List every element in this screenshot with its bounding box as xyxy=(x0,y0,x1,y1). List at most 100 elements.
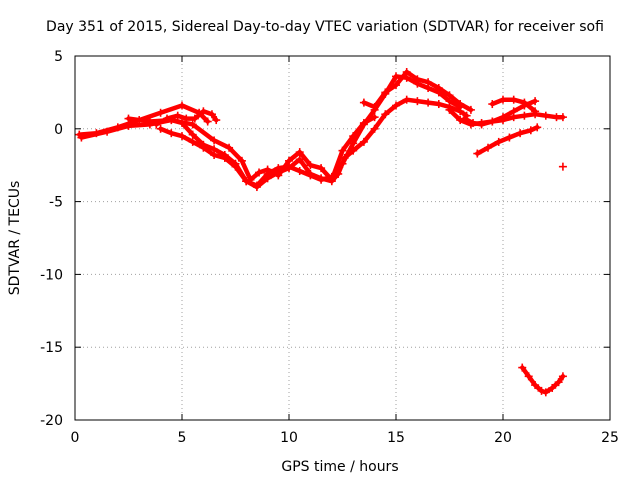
data-point-arc-2 xyxy=(225,143,234,152)
data-point-arc-5 xyxy=(190,114,199,123)
data-point-arc-10 xyxy=(473,149,482,158)
x-tick-label: 5 xyxy=(178,430,187,446)
data-point-arc-5 xyxy=(182,114,191,123)
series-trace-arc-10 xyxy=(475,125,540,156)
x-tick-label: 25 xyxy=(601,430,619,446)
data-point-arc-6 xyxy=(424,78,433,87)
x-tick-label: 10 xyxy=(280,430,298,446)
data-point-arc-1 xyxy=(178,101,186,110)
data-point-arc-4 xyxy=(167,129,176,138)
data-point-arc-4 xyxy=(392,72,400,81)
data-point-arc-10 xyxy=(526,126,535,135)
data-point-arc-4 xyxy=(306,171,315,180)
data-point-arc-10 xyxy=(505,133,514,142)
data-point-arc-11 xyxy=(558,162,567,171)
data-point-arc-3 xyxy=(145,117,154,126)
data-point-arc-12 xyxy=(537,386,546,395)
data-point-arc-2 xyxy=(188,120,197,129)
data-point-arc-2 xyxy=(317,164,326,173)
data-point-arc-3 xyxy=(392,101,400,110)
data-point-arc-4 xyxy=(199,143,208,152)
data-point-arc-4 xyxy=(188,137,197,146)
data-point-arc-4 xyxy=(295,167,304,176)
data-point-arc-12 xyxy=(548,383,557,392)
data-point-arc-6 xyxy=(392,81,400,90)
data-point-arc-8 xyxy=(460,114,469,123)
data-point-arc-2 xyxy=(103,127,112,136)
data-point-arc-6 xyxy=(381,88,390,97)
data-point-arc-6 xyxy=(434,84,443,93)
data-point-arc-12 xyxy=(531,381,540,390)
data-point-arc-10 xyxy=(516,129,525,138)
data-point-arc-7 xyxy=(541,111,550,120)
data-point-arc-4 xyxy=(359,120,368,129)
data-point-arc-4 xyxy=(317,175,326,184)
data-point-arc-12 xyxy=(518,363,527,372)
y-tick-label: 5 xyxy=(54,49,63,65)
data-point-arc-3 xyxy=(434,100,443,109)
series-trace-arc-4 xyxy=(158,74,463,188)
data-point-arc-7 xyxy=(445,105,454,114)
data-point-arc-7 xyxy=(558,113,567,122)
data-point-arc-3 xyxy=(178,118,186,127)
data-point-arc-8 xyxy=(499,113,507,122)
data-point-arc-3 xyxy=(295,155,304,164)
data-point-arc-3 xyxy=(424,98,433,107)
data-point-arc-4 xyxy=(252,181,261,190)
data-point-arc-1 xyxy=(156,108,165,117)
data-point-arc-3 xyxy=(370,124,379,133)
data-point-arc-8 xyxy=(488,117,497,126)
data-point-arc-4 xyxy=(263,169,272,178)
data-point-arc-4 xyxy=(242,177,251,186)
y-tick-label: -15 xyxy=(40,340,63,356)
series-trace-arc-3 xyxy=(126,97,469,190)
data-layer xyxy=(75,68,567,397)
data-point-arc-4 xyxy=(231,162,240,171)
data-point-arc-9 xyxy=(531,107,540,116)
data-point-arc-6 xyxy=(359,98,368,107)
data-point-arc-2 xyxy=(338,146,347,155)
data-point-arc-12 xyxy=(554,378,563,387)
data-point-arc-6 xyxy=(456,100,465,109)
data-point-arc-5 xyxy=(163,114,172,123)
plot-frame xyxy=(74,55,611,421)
data-point-arc-8 xyxy=(531,97,540,106)
data-point-arc-9 xyxy=(499,95,507,104)
data-point-arc-4 xyxy=(156,124,165,133)
data-point-arc-10 xyxy=(484,143,493,152)
data-point-arc-4 xyxy=(327,172,336,181)
data-point-arc-5 xyxy=(173,111,182,120)
data-point-arc-12 xyxy=(524,372,533,381)
data-point-arc-5 xyxy=(199,107,208,116)
data-point-arc-4 xyxy=(274,164,283,173)
x-tick-label: 15 xyxy=(387,430,405,446)
data-point-arc-8 xyxy=(469,118,478,127)
data-point-arc-2 xyxy=(295,148,304,157)
data-point-arc-5 xyxy=(152,120,161,129)
data-point-arc-2 xyxy=(210,136,219,145)
data-point-arc-3 xyxy=(413,97,422,106)
data-point-arc-12 xyxy=(558,372,567,381)
data-point-arc-3 xyxy=(381,110,390,119)
data-point-arc-9 xyxy=(488,100,497,109)
grid-layer xyxy=(75,56,610,420)
data-point-arc-2 xyxy=(77,133,86,142)
data-point-arc-4 xyxy=(338,159,347,168)
data-point-arc-5 xyxy=(207,110,216,119)
y-axis-label: SDTVAR / TECUs xyxy=(7,181,23,296)
data-point-arc-9 xyxy=(509,95,518,104)
y-tick-label: -5 xyxy=(49,195,63,211)
data-point-arc-2 xyxy=(237,156,246,165)
data-point-arc-2 xyxy=(124,121,133,130)
data-point-arc-6 xyxy=(413,75,422,84)
data-point-arc-5 xyxy=(212,116,221,125)
data-point-arc-4 xyxy=(210,151,219,160)
data-point-arc-8 xyxy=(509,107,518,116)
chart-title: Day 351 of 2015, Sidereal Day-to-day VTE… xyxy=(46,19,604,35)
data-point-arc-7 xyxy=(520,111,529,120)
data-point-arc-10 xyxy=(494,137,503,146)
y-tick-label: 0 xyxy=(54,122,63,138)
data-point-arc-4 xyxy=(220,153,229,162)
data-point-arc-6 xyxy=(370,102,379,111)
